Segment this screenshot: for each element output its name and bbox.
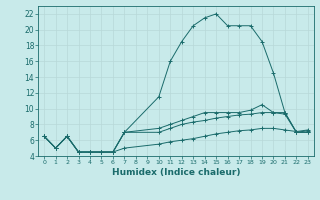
X-axis label: Humidex (Indice chaleur): Humidex (Indice chaleur) — [112, 168, 240, 177]
